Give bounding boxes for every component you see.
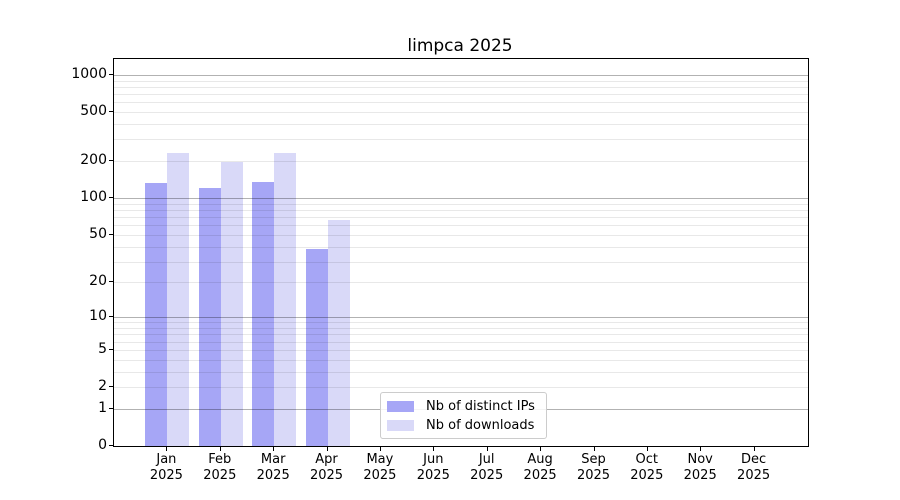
y-tick-label: 50: [89, 225, 107, 242]
gridline-minor: [114, 209, 808, 211]
bar-downloads-apr: [327, 220, 350, 446]
y-tick-label: 10: [89, 308, 107, 325]
legend-swatch-distinct-ips: [387, 401, 414, 412]
legend-label: Nb of downloads: [426, 418, 535, 433]
y-tick-mark: [109, 407, 114, 409]
y-tick-label: 1000: [71, 65, 107, 82]
gridline-major: [114, 74, 808, 76]
y-tick-mark: [109, 111, 114, 112]
legend-label: Nb of distinct IPs: [426, 399, 535, 414]
gridline-minor: [114, 102, 808, 104]
gridline-minor: [114, 322, 808, 324]
chart-title: limpca 2025: [407, 36, 513, 56]
y-tick-mark: [109, 233, 114, 235]
y-tick-label: 2: [98, 378, 107, 394]
x-tick-label: May 2025: [363, 452, 397, 483]
x-tick-mark: [753, 446, 755, 451]
gridline-minor: [114, 349, 808, 351]
gridline-minor: [114, 387, 808, 388]
x-tick-mark: [433, 446, 435, 451]
bar-distinct-ips-jan: [145, 183, 168, 446]
gridline-minor: [114, 139, 808, 141]
y-tick-mark: [109, 73, 114, 75]
legend-swatch-downloads: [387, 420, 414, 431]
x-tick-label: Aug 2025: [523, 452, 557, 483]
gridline-minor: [114, 234, 808, 236]
x-tick-mark: [326, 446, 328, 451]
bar-downloads-jan: [167, 153, 190, 446]
y-tick-mark: [109, 386, 114, 387]
x-tick-label: Mar 2025: [256, 452, 290, 483]
gridline-minor: [114, 112, 808, 113]
gridline-minor: [114, 203, 808, 205]
gridline-minor: [114, 334, 808, 336]
plot-area: Nb of distinct IPs Nb of downloads: [113, 58, 809, 447]
x-tick-label: Oct 2025: [630, 452, 664, 483]
y-tick-label: 500: [80, 103, 107, 119]
y-tick-label: 5: [98, 340, 107, 357]
gridline-minor: [114, 341, 808, 343]
x-tick-label: Jan 2025: [149, 452, 183, 483]
y-tick-label: 20: [89, 273, 107, 290]
x-tick-mark: [486, 446, 488, 451]
bar-downloads-feb: [220, 161, 243, 446]
bar-distinct-ips-mar: [252, 181, 275, 446]
x-tick-mark: [219, 446, 221, 451]
gridline-minor: [114, 328, 808, 329]
x-tick-mark: [166, 446, 168, 451]
x-tick-mark: [273, 446, 275, 451]
bar-distinct-ips-feb: [198, 187, 221, 446]
x-tick-mark: [700, 446, 702, 451]
gridline-minor: [114, 282, 808, 284]
y-tick-mark: [109, 281, 114, 283]
x-tick-label: Feb 2025: [203, 452, 237, 483]
bar-downloads-mar: [274, 153, 297, 446]
gridline-major: [114, 198, 808, 200]
y-tick-label: 1: [98, 399, 107, 416]
x-tick-label: Jul 2025: [470, 452, 504, 483]
bar-distinct-ips-apr: [305, 249, 328, 446]
gridline-minor: [114, 161, 808, 163]
gridline-minor: [114, 225, 808, 227]
y-tick-label: 100: [80, 189, 107, 206]
x-tick-label: Sep 2025: [576, 452, 611, 483]
x-tick-mark: [379, 446, 381, 451]
gridline-minor: [114, 86, 808, 88]
gridline-minor: [114, 124, 808, 125]
x-tick-mark: [646, 446, 648, 451]
legend: Nb of distinct IPs Nb of downloads: [380, 392, 547, 439]
legend-item-distinct-ips: Nb of distinct IPs: [387, 397, 540, 416]
gridline-minor: [114, 246, 808, 248]
y-tick-mark: [109, 160, 114, 162]
x-tick-label: Jun 2025: [416, 452, 450, 483]
y-tick-label: 200: [80, 152, 107, 169]
gridline-minor: [114, 80, 808, 82]
gridline-minor: [114, 359, 808, 361]
y-tick-mark: [109, 445, 114, 446]
legend-item-downloads: Nb of downloads: [387, 416, 540, 435]
y-tick-mark: [109, 197, 114, 199]
gridline-minor: [114, 217, 808, 218]
x-tick-label: Apr 2025: [309, 452, 344, 483]
y-tick-mark: [109, 316, 114, 318]
y-tick-mark: [109, 348, 114, 350]
x-tick-label: Nov 2025: [683, 452, 717, 483]
gridline-minor: [114, 371, 808, 373]
y-tick-label: 0: [98, 437, 107, 453]
gridline-minor: [114, 261, 808, 263]
gridline-minor: [114, 94, 808, 95]
x-tick-mark: [593, 446, 595, 451]
gridline-major: [114, 317, 808, 319]
x-tick-label: Dec 2025: [737, 452, 771, 483]
x-tick-mark: [540, 446, 542, 451]
